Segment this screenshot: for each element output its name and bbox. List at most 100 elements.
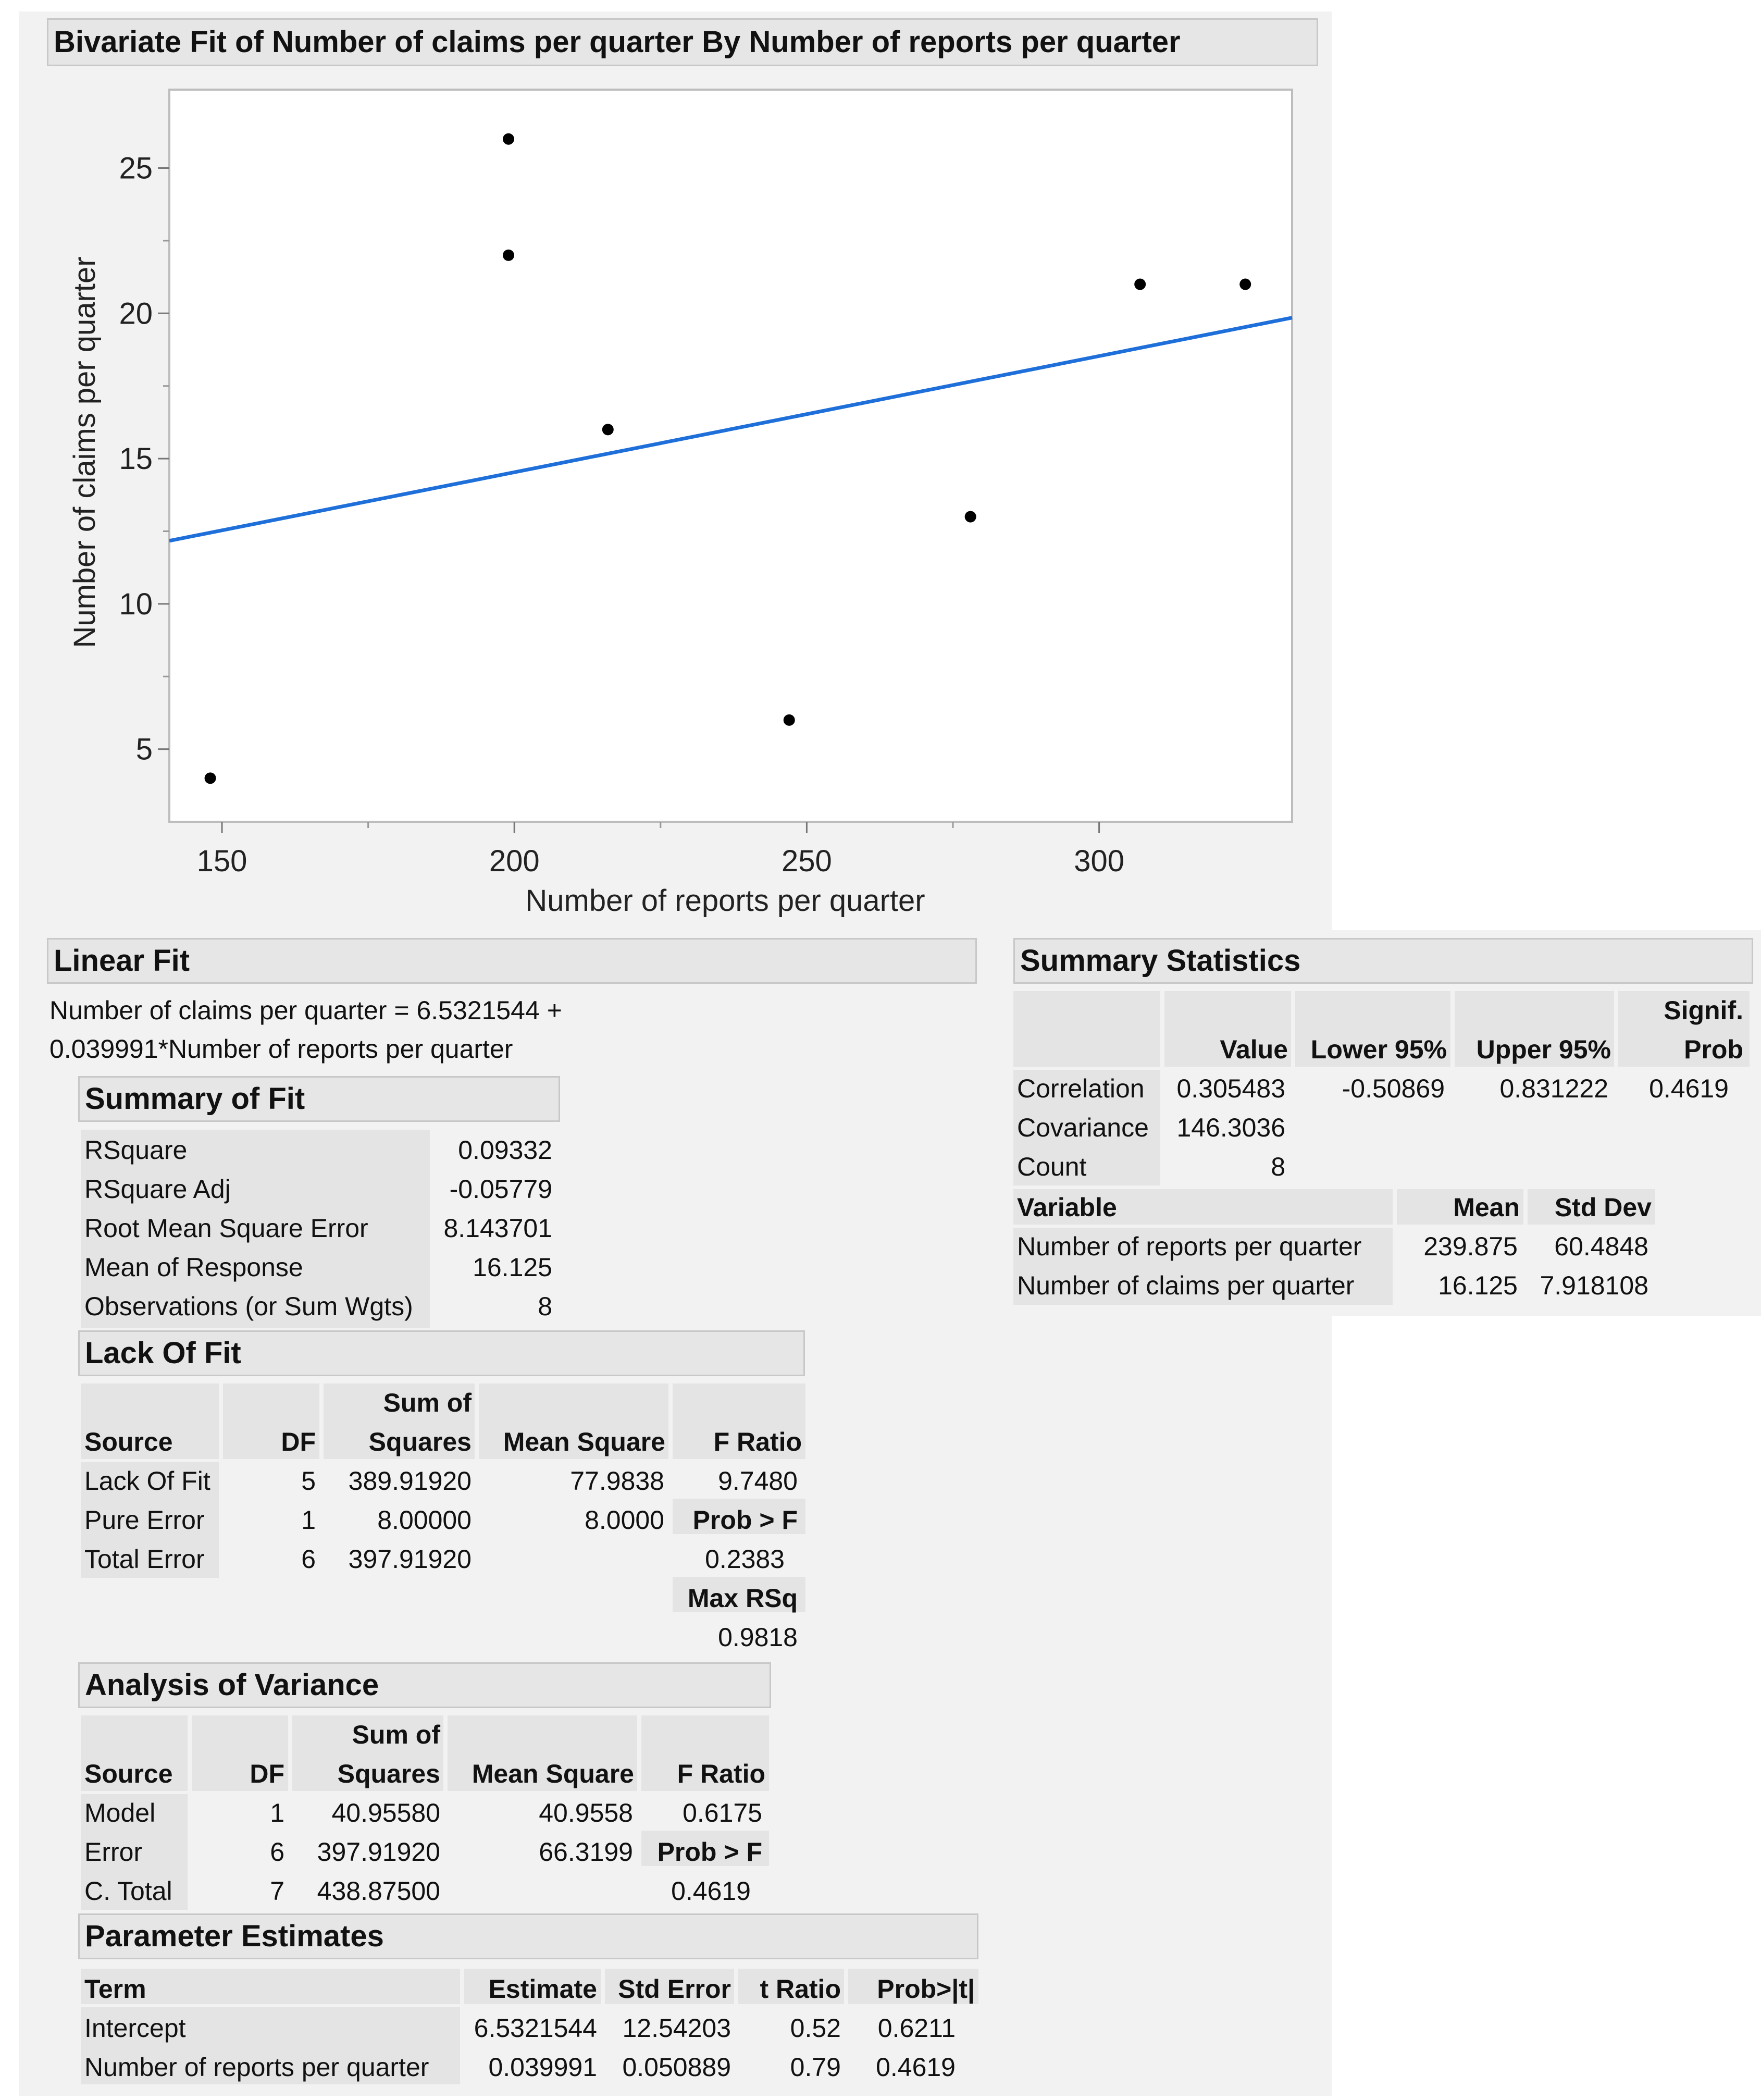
lof-ss: 397.91920	[348, 1545, 472, 1574]
pe-col-prob: Prob>|t|	[877, 1974, 975, 2004]
ss-var-label-column-bg	[1013, 1228, 1393, 1305]
anova-ss: 40.95580	[331, 1798, 440, 1827]
fit-value: 8	[538, 1292, 552, 1321]
ss-var-header-bg	[1528, 1189, 1655, 1225]
x-axis-label: Number of reports per quarter	[525, 884, 925, 918]
anova-col-ss-2: Squares	[337, 1759, 440, 1788]
x-tick-label: 300	[1074, 844, 1124, 878]
fit-line-group	[169, 316, 1293, 543]
y-tick-label: 5	[136, 733, 153, 767]
lof-source-column-bg	[81, 1462, 219, 1578]
pe-estimate: 0.039991	[488, 2053, 597, 2082]
anova-f: 0.6175	[683, 1798, 762, 1827]
lof-col-header-bg	[479, 1383, 668, 1459]
fit-value: 0.09332	[458, 1135, 552, 1165]
data-point	[502, 249, 514, 261]
linear-fit-header[interactable]: Linear Fit	[47, 938, 977, 984]
fit-value: 8.143701	[443, 1214, 552, 1243]
fit-equation-line-2: 0.039991*Number of reports per quarter	[49, 1034, 513, 1064]
pe-prob: 0.4619	[876, 2053, 956, 2082]
lof-ss: 8.00000	[377, 1505, 472, 1535]
pe-col-header-bg	[81, 1969, 460, 2004]
anova-source: Error	[84, 1837, 143, 1867]
parameter-estimates-header[interactable]: Parameter Estimates	[78, 1913, 978, 1959]
plot-area	[168, 89, 1293, 823]
lof-col-df: DF	[281, 1427, 316, 1456]
lof-source: Lack Of Fit	[84, 1466, 210, 1496]
ss-col-header-bg	[1455, 991, 1614, 1067]
lof-col-ms: Mean Square	[503, 1427, 665, 1456]
y-tick-label: 25	[119, 152, 153, 186]
ss-var-header-bg	[1397, 1189, 1523, 1225]
pe-term: Number of reports per quarter	[84, 2053, 429, 2082]
pe-col-header-bg	[738, 1969, 844, 2004]
fit-label: RSquare	[84, 1135, 188, 1165]
pe-term-column-bg	[81, 2007, 460, 2084]
anova-col-header-bg	[448, 1715, 637, 1791]
lof-prob-label: Prob > F	[692, 1505, 798, 1535]
ss-col-header-bg	[1013, 991, 1160, 1067]
data-point	[1239, 278, 1251, 290]
anova-df: 7	[270, 1876, 284, 1906]
ss-label: Correlation	[1017, 1074, 1145, 1103]
scatter-plot: 150 200 250 300 5 10 15 20 25 Number of reports …	[68, 89, 1293, 918]
summary-of-fit-header[interactable]: Summary of Fit	[78, 1076, 560, 1122]
y-tick-label: 15	[119, 442, 153, 476]
lof-ms: 8.0000	[585, 1505, 664, 1535]
anova-col-ss-1: Sum of	[352, 1720, 440, 1749]
pe-std-error: 0.050889	[622, 2053, 731, 2082]
summary-statistics-header[interactable]: Summary Statistics	[1013, 938, 1753, 984]
anova-source: Model	[84, 1798, 156, 1827]
pe-col-estimate: Estimate	[488, 1974, 597, 2004]
ss-value: 8	[1271, 1152, 1285, 1181]
fit-line	[169, 316, 1293, 543]
report-title[interactable]: Bivariate Fit of Number of claims per qu…	[47, 18, 1318, 66]
pe-t-ratio: 0.79	[790, 2053, 841, 2082]
pe-std-error: 12.54203	[622, 2013, 731, 2043]
ss-value: 0.305483	[1176, 1074, 1285, 1103]
pe-col-t-ratio: t Ratio	[760, 1974, 841, 2004]
ss-variable: Number of claims per quarter	[1017, 1271, 1355, 1300]
pe-col-header-bg	[464, 1969, 601, 2004]
fit-label: Observations (or Sum Wgts)	[84, 1292, 413, 1321]
lack-of-fit-header[interactable]: Lack Of Fit	[78, 1330, 805, 1376]
ss-col-mean: Mean	[1453, 1193, 1520, 1222]
lof-source: Pure Error	[84, 1505, 205, 1535]
ss-col-std-dev: Std Dev	[1554, 1193, 1652, 1222]
anova-col-header-bg	[81, 1715, 188, 1791]
lof-f: 9.7480	[718, 1466, 798, 1496]
pe-estimate: 6.5321544	[474, 2013, 597, 2043]
anova-ms: 40.9558	[539, 1798, 633, 1827]
pe-col-std-error: Std Error	[618, 1974, 731, 2004]
lof-maxrsq-value: 0.9818	[718, 1623, 798, 1652]
y-tick-label: 10	[119, 587, 153, 621]
anova-ss: 438.87500	[317, 1876, 440, 1906]
pe-col-header-bg	[605, 1969, 734, 2004]
ss-mean: 239.875	[1423, 1232, 1518, 1261]
lof-col-header-bg	[324, 1383, 475, 1459]
pe-term: Intercept	[84, 2013, 186, 2043]
lof-col-source: Source	[84, 1427, 173, 1456]
axis-ticks: 150 200 250 300 5 10 15 20 25	[119, 152, 1124, 878]
pe-col-term: Term	[84, 1974, 146, 2004]
anova-prob-value: 0.4619	[671, 1876, 751, 1906]
ss-mean: 16.125	[1438, 1271, 1518, 1300]
ss-col-signif-1: Signif.	[1664, 996, 1743, 1025]
anova-source: C. Total	[84, 1876, 172, 1906]
anova-header[interactable]: Analysis of Variance	[78, 1662, 771, 1708]
anova-prob-label-bg	[641, 1831, 769, 1866]
anova-col-df: DF	[250, 1759, 284, 1788]
fit-value: -0.05779	[449, 1175, 552, 1204]
anova-df: 6	[270, 1837, 284, 1867]
ss-upper: 0.831222	[1499, 1074, 1608, 1103]
pe-t-ratio: 0.52	[790, 2013, 841, 2043]
summary-of-fit-label-column	[81, 1130, 430, 1328]
anova-col-ms: Mean Square	[472, 1759, 634, 1788]
data-point	[964, 511, 976, 523]
lof-maxrsq-label: Max RSq	[687, 1584, 798, 1613]
ss-std-dev: 60.4848	[1554, 1232, 1648, 1261]
lof-col-ss-2: Squares	[368, 1427, 472, 1456]
y-tick-label: 20	[119, 297, 153, 330]
ss-variable: Number of reports per quarter	[1017, 1232, 1362, 1261]
ss-label-column-bg	[1013, 1070, 1160, 1185]
